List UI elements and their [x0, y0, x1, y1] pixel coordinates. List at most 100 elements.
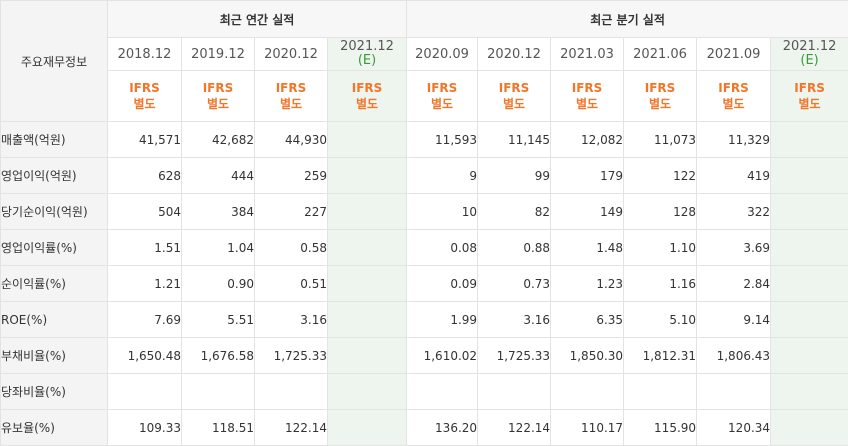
ifrs-line1: IFRS — [255, 80, 327, 96]
ifrs-line2: 별도 — [478, 96, 550, 112]
table-cell — [328, 266, 407, 302]
table-cell: 128 — [624, 194, 697, 230]
table-cell: 3.16 — [255, 302, 328, 338]
table-cell: 120.34 — [697, 410, 771, 446]
table-cell: 11,593 — [407, 122, 478, 158]
row-label: 당좌비율(%) — [1, 374, 108, 410]
ifrs-line1: IFRS — [697, 80, 770, 96]
estimate-mark: (E) — [328, 54, 406, 68]
period-label: 2021.03 — [560, 47, 614, 62]
table-cell — [771, 122, 848, 158]
table-cell: 41,571 — [108, 122, 182, 158]
period-label: 2020.12 — [264, 47, 318, 62]
row-label: 당기순이익(억원) — [1, 194, 108, 230]
period-header: 2021.12(E) — [771, 38, 848, 71]
period-header: 2020.12 — [478, 38, 551, 71]
table-cell: 384 — [182, 194, 255, 230]
table-cell: 1.48 — [551, 230, 624, 266]
table-cell — [771, 230, 848, 266]
row-label: 순이익률(%) — [1, 266, 108, 302]
table-cell: 42,682 — [182, 122, 255, 158]
period-header: 2019.12 — [182, 38, 255, 71]
table-cell: 99 — [478, 158, 551, 194]
table-cell: 1.10 — [624, 230, 697, 266]
row-label: 매출액(억원) — [1, 122, 108, 158]
table-cell: 0.88 — [478, 230, 551, 266]
period-header: 2020.12 — [255, 38, 328, 71]
row-label: 영업이익(억원) — [1, 158, 108, 194]
table-cell — [771, 302, 848, 338]
table-cell — [108, 374, 182, 410]
table-cell: 1.99 — [407, 302, 478, 338]
period-label: 2020.12 — [487, 47, 541, 62]
table-cell: 1.23 — [551, 266, 624, 302]
ifrs-line1: IFRS — [328, 80, 406, 96]
table-cell: 179 — [551, 158, 624, 194]
table-cell — [328, 158, 407, 194]
ifrs-line1: IFRS — [551, 80, 623, 96]
table-cell: 1,850.30 — [551, 338, 624, 374]
table-cell — [182, 374, 255, 410]
table-cell — [255, 374, 328, 410]
ifrs-line2: 별도 — [771, 96, 848, 112]
ifrs-line1: IFRS — [182, 80, 254, 96]
table-cell — [328, 374, 407, 410]
period-label: 2021.12 — [783, 39, 837, 54]
period-label: 2021.06 — [633, 47, 687, 62]
quarterly-group-header: 최근 분기 실적 — [407, 1, 848, 38]
ifrs-line1: IFRS — [624, 80, 696, 96]
table-cell: 110.17 — [551, 410, 624, 446]
table-cell: 12,082 — [551, 122, 624, 158]
table-cell: 628 — [108, 158, 182, 194]
table-cell: 0.90 — [182, 266, 255, 302]
period-header: 2021.09 — [697, 38, 771, 71]
table-cell: 259 — [255, 158, 328, 194]
period-label: 2021.09 — [707, 47, 761, 62]
table-cell: 109.33 — [108, 410, 182, 446]
table-cell: 1,806.43 — [697, 338, 771, 374]
table-cell: 419 — [697, 158, 771, 194]
table-cell: 0.08 — [407, 230, 478, 266]
table-cell: 122 — [624, 158, 697, 194]
table-cell — [624, 374, 697, 410]
table-cell: 0.58 — [255, 230, 328, 266]
table-cell — [771, 410, 848, 446]
table-row: 당좌비율(%) — [1, 374, 848, 410]
table-cell: 11,329 — [697, 122, 771, 158]
table-cell: 118.51 — [182, 410, 255, 446]
table-cell: 3.69 — [697, 230, 771, 266]
table-cell — [407, 374, 478, 410]
table-cell: 5.51 — [182, 302, 255, 338]
period-label: 2018.12 — [118, 47, 172, 62]
table-cell: 1.21 — [108, 266, 182, 302]
period-label: 2019.12 — [191, 47, 245, 62]
table-cell: 2.84 — [697, 266, 771, 302]
period-label: 2021.12 — [340, 39, 394, 54]
ifrs-line1: IFRS — [771, 80, 848, 96]
table-cell: 0.09 — [407, 266, 478, 302]
table-cell: 9 — [407, 158, 478, 194]
table-cell: 122.14 — [478, 410, 551, 446]
table-cell: 6.35 — [551, 302, 624, 338]
table-cell: 5.10 — [624, 302, 697, 338]
table-cell: 115.90 — [624, 410, 697, 446]
table-cell: 11,145 — [478, 122, 551, 158]
table-cell — [771, 158, 848, 194]
ifrs-line2: 별도 — [328, 96, 406, 112]
table-cell — [551, 374, 624, 410]
ifrs-line1: IFRS — [478, 80, 550, 96]
